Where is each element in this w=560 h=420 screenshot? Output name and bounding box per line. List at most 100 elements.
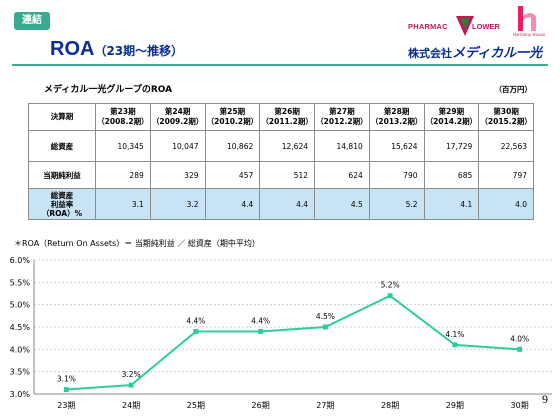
logo-text-right: LOWER	[472, 22, 500, 31]
period-header: 第29期 （2014.2期）	[423, 103, 480, 131]
data-label: 4.0%	[510, 334, 529, 343]
table-cell: 512	[259, 161, 315, 189]
title-underline	[12, 64, 548, 66]
y-tick-label: 4.5%	[10, 323, 31, 332]
period-header: 第25期 （2010.2期）	[204, 103, 261, 131]
period-name: 第29期	[438, 107, 465, 116]
data-label: 4.4%	[186, 316, 205, 325]
period-name: 第23期	[110, 107, 136, 116]
data-point	[193, 328, 199, 334]
period-name: 第27期	[329, 107, 355, 116]
table-row: 総資産 利益率 （ROA）% 3.1 3.2 4.4 4.4 4.5 5.2 4.1 4.0	[28, 188, 534, 220]
y-tick-label: 5.5%	[10, 278, 31, 287]
table-cell: 624	[314, 161, 370, 189]
header-label: 決算期	[28, 103, 96, 131]
table-row: 総資産 10,345 10,047 10,862 12,624 14,810 15,624 1…	[28, 130, 534, 162]
roa-formula: ＊ROA（Return On Assets）＝ 当期純利益 ／ 総資産（期中平均…	[14, 239, 260, 248]
x-tick-label: 26期	[252, 401, 270, 410]
data-point	[128, 382, 134, 388]
table-cell: 4.0	[478, 188, 534, 220]
period-name: 第24期	[164, 107, 191, 116]
data-label: 3.1%	[57, 375, 76, 384]
period-name: 第30期	[493, 107, 519, 116]
period-header: 第24期 （2009.2期）	[149, 103, 206, 131]
logo-v-icon	[456, 16, 474, 36]
table-title: メディカル一光グループのROA	[44, 85, 173, 95]
row-label-line: 利益率	[50, 199, 74, 209]
table-cell: 14,810	[314, 130, 370, 162]
table-cell: 5.2	[368, 188, 425, 220]
harmony-house-logo: Harmony House	[512, 4, 546, 40]
x-tick-label: 29期	[446, 401, 464, 410]
period-header: 第28期 （2013.2期）	[368, 103, 425, 131]
corporate-prefix: 株式会社	[408, 47, 452, 60]
data-label: 4.4%	[251, 316, 270, 325]
period-header: 第30期 （2015.2期）	[478, 103, 534, 131]
data-label: 4.1%	[445, 330, 464, 339]
table-row: 当期純利益 289 329 457 512 624 790 685 797	[28, 161, 534, 189]
y-tick-label: 4.0%	[10, 345, 31, 354]
row-label-line: 総資産	[50, 190, 74, 200]
data-point	[452, 342, 458, 348]
period-range: （2008.2期）	[97, 117, 149, 126]
page-title: ROA（23期～推移）	[50, 38, 183, 61]
data-label: 3.2%	[122, 370, 141, 379]
harmony-house-icon	[518, 6, 536, 31]
table-cell: 22,563	[478, 130, 534, 162]
period-name: 第25期	[219, 107, 246, 116]
corporate-brand: メディカル一光	[452, 46, 543, 61]
corporate-name: 株式会社メディカル一光	[408, 42, 542, 61]
roa-series-line	[66, 294, 520, 391]
period-range: （2013.2期）	[370, 117, 423, 126]
table-cell: 10,345	[95, 130, 151, 162]
data-label: 5.2%	[381, 281, 400, 290]
roa-table: 決算期 第23期 （2008.2期） 第24期 （2009.2期） 第25期 （2010.2…	[28, 103, 534, 220]
period-name: 第28期	[383, 107, 410, 116]
y-tick-label: 6.0%	[10, 256, 31, 265]
table-cell: 12,624	[259, 130, 315, 162]
period-header: 第23期 （2008.2期）	[95, 103, 151, 131]
y-tick-label: 5.0%	[10, 301, 31, 310]
period-range: （2012.2期）	[316, 117, 368, 126]
period-header: 第27期 （2012.2期）	[314, 103, 370, 131]
period-range: （2014.2期）	[425, 117, 478, 126]
table-cell: 4.5	[314, 188, 370, 220]
table-cell: 329	[149, 161, 206, 189]
data-point	[322, 324, 328, 330]
x-tick-label: 27期	[316, 401, 334, 410]
table-unit: （百万円）	[494, 85, 533, 94]
period-range: （2011.2期）	[261, 117, 313, 126]
page-title-sub: （23期～推移）	[94, 44, 184, 58]
period-header: 第26期 （2011.2期）	[259, 103, 315, 131]
x-tick-label: 30期	[511, 401, 529, 410]
logo-text-left: PHARMAC	[408, 22, 448, 31]
data-label: 4.5%	[316, 312, 335, 321]
period-range: （2015.2期）	[480, 117, 532, 126]
x-tick-label: 23期	[57, 401, 75, 410]
pharmacy-flower-logo: PHARMAC LOWER	[408, 16, 508, 40]
row-label: 総資産 利益率 （ROA）%	[28, 188, 96, 220]
table-cell: 3.1	[95, 188, 151, 220]
table-cell: 790	[368, 161, 425, 189]
table-cell: 457	[204, 161, 261, 189]
table-cell: 10,047	[149, 130, 206, 162]
table-cell: 797	[478, 161, 534, 189]
table-header-row: 決算期 第23期 （2008.2期） 第24期 （2009.2期） 第25期 （2010.2…	[28, 103, 534, 131]
period-name: 第26期	[274, 107, 300, 116]
period-range: （2010.2期）	[206, 117, 259, 126]
x-tick-label: 25期	[187, 401, 205, 410]
data-point	[63, 387, 69, 393]
table-cell: 289	[95, 161, 151, 189]
x-tick-label: 24期	[122, 401, 140, 410]
harmony-house-text: Harmony House	[512, 32, 546, 37]
page-number: 9	[542, 392, 548, 406]
table-cell: 4.4	[259, 188, 315, 220]
table-cell: 4.4	[204, 188, 261, 220]
page-title-main: ROA	[50, 38, 95, 60]
table-cell: 4.1	[423, 188, 480, 220]
data-point	[517, 346, 523, 352]
row-label-line: （ROA）%	[41, 208, 83, 218]
table-cell: 17,729	[423, 130, 480, 162]
data-point	[387, 293, 393, 299]
row-label: 総資産	[28, 130, 96, 162]
